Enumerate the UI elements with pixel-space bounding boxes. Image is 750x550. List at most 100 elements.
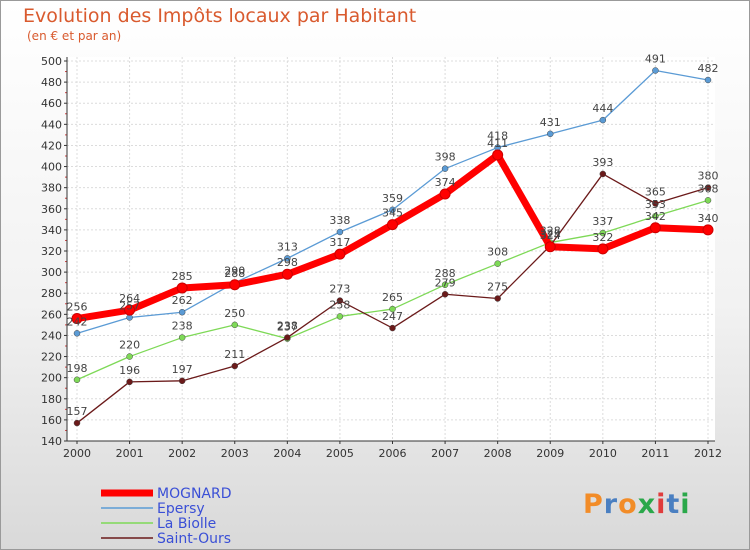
x-tick-label: 2003 [221, 447, 249, 460]
data-point [336, 297, 344, 304]
data-label: 322 [592, 231, 613, 244]
data-label: 290 [224, 265, 245, 278]
data-label: 211 [224, 348, 245, 361]
data-point [73, 330, 81, 337]
data-label: 444 [592, 102, 613, 115]
data-point [652, 200, 659, 207]
y-tick-label: 440 [41, 118, 62, 131]
data-label: 258 [329, 298, 350, 311]
data-label: 398 [435, 151, 456, 164]
chart-title: Evolution des Impôts locaux par Habitant [23, 5, 417, 27]
data-point [71, 313, 83, 325]
legend-label: Saint-Ours [157, 531, 231, 547]
data-point [178, 308, 186, 316]
x-tick-label: 2009 [536, 447, 564, 460]
data-point [126, 378, 133, 386]
logo-letter: t [666, 489, 681, 520]
data-label: 198 [67, 362, 88, 375]
y-tick-label: 140 [41, 435, 62, 448]
x-tick-label: 2002 [168, 447, 196, 460]
data-point [544, 241, 556, 253]
data-point [231, 362, 238, 370]
data-point [441, 291, 449, 298]
data-point [336, 228, 344, 236]
data-point [599, 170, 607, 178]
data-label: 365 [645, 186, 666, 199]
data-point [599, 116, 607, 124]
data-label: 380 [698, 170, 719, 183]
data-point [284, 255, 291, 262]
data-label: 491 [645, 53, 666, 66]
data-label: 256 [67, 301, 88, 314]
data-point [178, 377, 186, 385]
x-tick-label: 2006 [379, 447, 407, 460]
y-tick-label: 220 [41, 351, 62, 364]
legend-label: La Biolle [157, 516, 216, 532]
data-label: 411 [487, 137, 508, 150]
data-label: 482 [698, 62, 719, 75]
data-point [281, 268, 293, 280]
data-label: 288 [224, 267, 245, 280]
data-point [439, 188, 451, 200]
data-label: 298 [277, 256, 298, 269]
logo-letter: i [656, 489, 667, 520]
y-tick-label: 280 [41, 287, 62, 300]
data-point [547, 130, 554, 138]
data-label: 342 [645, 210, 666, 223]
data-label: 220 [119, 339, 140, 352]
data-label: 313 [277, 240, 298, 253]
x-tick-label: 2007 [431, 447, 459, 460]
data-point [126, 353, 133, 360]
data-point [492, 149, 504, 161]
data-label: 250 [224, 307, 245, 320]
data-label: 288 [435, 267, 456, 280]
y-tick-label: 340 [41, 224, 62, 237]
data-point [704, 184, 712, 191]
data-label: 264 [119, 292, 140, 305]
data-label: 359 [382, 192, 403, 205]
data-label: 242 [67, 315, 88, 328]
data-point [73, 419, 81, 427]
data-label: 247 [382, 310, 403, 323]
y-tick-label: 460 [41, 97, 62, 110]
data-point [73, 376, 81, 384]
data-label: 393 [592, 156, 613, 169]
data-point [597, 243, 609, 255]
data-label: 431 [540, 116, 561, 129]
data-point [178, 334, 186, 341]
data-labels: 256 264 285 288 298 317 345 374 411 324 322 342 340 2… [67, 53, 719, 419]
logo-letter: i [680, 489, 691, 520]
data-point [441, 165, 449, 172]
x-tick-label: 2000 [63, 447, 91, 460]
y-tick-label: 240 [41, 329, 62, 342]
y-tick-label: 160 [41, 414, 62, 427]
x-tick-label: 2004 [273, 447, 301, 460]
data-label: 275 [487, 281, 508, 294]
data-point [334, 248, 346, 260]
data-point [441, 281, 449, 289]
y-tick-label: 400 [41, 161, 62, 174]
plot-area [67, 57, 715, 441]
data-point [389, 206, 396, 214]
legend-label: Epersy [157, 501, 205, 517]
data-label: 262 [172, 294, 193, 307]
y-tick-label: 360 [41, 203, 62, 216]
data-label: 157 [67, 405, 88, 418]
legend-label: MOGNARD [157, 486, 232, 502]
data-point [494, 295, 501, 302]
data-point [702, 224, 714, 236]
y-tick-label: 320 [41, 245, 62, 258]
y-tick-label: 260 [41, 308, 62, 321]
data-point [649, 222, 661, 234]
data-label: 279 [435, 276, 456, 289]
logo-letter: P [583, 489, 604, 520]
data-point [231, 321, 238, 329]
data-label: 374 [435, 176, 456, 189]
x-tick-label: 2008 [484, 447, 512, 460]
x-tick-label: 2005 [326, 447, 354, 460]
data-label: 285 [172, 270, 193, 283]
data-label: 308 [487, 246, 508, 259]
data-label: 237 [277, 321, 298, 334]
